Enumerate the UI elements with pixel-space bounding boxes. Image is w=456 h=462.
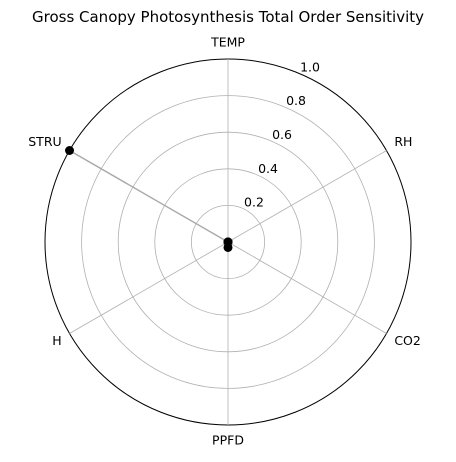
data-point-h [223,237,233,247]
category-label-temp: TEMP [210,35,245,50]
series-line [69,149,229,248]
category-label-ppfd: PPFD [212,433,244,448]
rtick-label-0: 0.2 [244,195,264,210]
label-layer: 0.2 0.4 0.6 0.8 1.0 TEMP RH CO2 PPFD H STRU [28,35,421,448]
series-layer [65,146,233,252]
category-label-stru: STRU [28,134,61,149]
category-label-h: H [52,333,61,348]
category-label-co2: CO2 [394,333,421,348]
spoke-rh [227,150,387,243]
spoke-co2 [227,241,387,334]
rtick-label-1: 0.4 [258,161,278,176]
rtick-label-3: 0.8 [286,93,306,108]
spoke-h [69,241,229,334]
rtick-label-4: 1.0 [300,59,320,74]
rtick-label-2: 0.6 [272,127,292,142]
category-label-rh: RH [394,134,412,149]
chart-title: Gross Canopy Photosynthesis Total Order … [32,8,424,26]
data-point-stru [65,146,75,155]
